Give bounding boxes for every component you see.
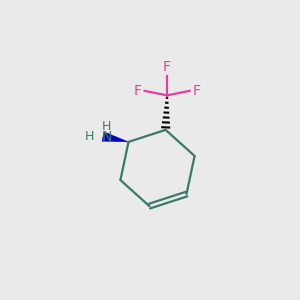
Text: H: H xyxy=(85,130,94,143)
Text: F: F xyxy=(134,84,142,98)
Text: F: F xyxy=(193,84,201,98)
Text: H: H xyxy=(102,120,111,133)
Text: F: F xyxy=(163,60,171,74)
Text: N: N xyxy=(101,130,112,143)
Polygon shape xyxy=(102,132,128,142)
